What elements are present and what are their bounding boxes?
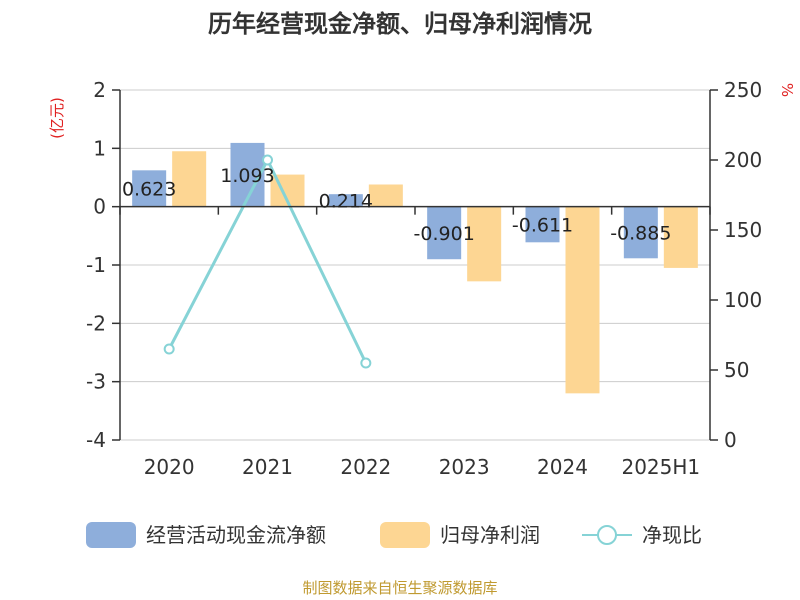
x-axis-tick-label: 2023 <box>439 455 490 479</box>
x-axis-tick-label: 2021 <box>242 455 293 479</box>
data-label-cash-flow: -0.901 <box>414 223 475 245</box>
left-axis-unit: (亿元) <box>48 97 66 139</box>
x-axis-tick-label: 2025H1 <box>621 455 700 479</box>
left-axis-tick-label: -1 <box>86 253 106 277</box>
left-axis-tick-label: 2 <box>93 78 106 102</box>
axes: 2 1 0 -1 -2 -3 -4 250 200 150 100 50 0 2020 2021 2022 20… <box>86 78 762 479</box>
legend-label-cash-flow: 经营活动现金流净额 <box>146 523 326 547</box>
data-labels: 0.623 1.093 0.214 -0.901 -0.611 -0.885 <box>122 165 671 245</box>
legend-swatch-cash-flow <box>86 522 136 548</box>
x-axis-tick-label: 2020 <box>144 455 195 479</box>
legend-label-net-profit: 归母净利润 <box>440 523 540 547</box>
right-axis-unit: % <box>778 83 796 97</box>
right-axis-tick-label: 100 <box>724 288 762 312</box>
right-axis-tick-label: 50 <box>724 358 749 382</box>
bar-cash-flow <box>328 194 363 207</box>
left-axis-tick-label: -4 <box>86 428 106 452</box>
data-label-cash-flow: 0.623 <box>122 178 176 200</box>
chart-title: 历年经营现金净额、归母净利润情况 <box>208 10 592 38</box>
point-ratio <box>163 343 175 355</box>
bar-net-profit <box>368 184 403 207</box>
bar-net-profit <box>663 206 698 268</box>
bar-cash-flow <box>525 206 560 243</box>
right-axis-tick-label: 250 <box>724 78 762 102</box>
data-label-cash-flow: 1.093 <box>220 165 274 187</box>
left-axis-tick-label: 0 <box>93 195 106 219</box>
legend-swatch-net-profit <box>380 522 430 548</box>
left-axis-tick-label: 1 <box>93 136 106 160</box>
point-ratio <box>360 357 372 369</box>
legend: 经营活动现金流净额 归母净利润 净现比 <box>86 522 702 548</box>
bar-cash-flow <box>623 206 658 259</box>
data-label-cash-flow: -0.885 <box>610 222 671 244</box>
x-axis-tick-label: 2024 <box>537 455 588 479</box>
source-note: 制图数据来自恒生聚源数据库 <box>302 579 497 597</box>
line-series <box>163 154 372 369</box>
left-axis-tick-label: -2 <box>86 311 106 335</box>
bar-cash-flow <box>132 170 167 207</box>
bars <box>132 142 698 394</box>
bar-cash-flow <box>427 206 462 260</box>
bar-net-profit <box>467 206 502 282</box>
x-axis-tick-label: 2022 <box>340 455 391 479</box>
gridlines <box>120 89 710 441</box>
left-axis-tick-label: -3 <box>86 370 106 394</box>
right-axis-tick-label: 0 <box>724 428 737 452</box>
bar-net-profit <box>172 151 207 207</box>
right-axis-tick-label: 150 <box>724 218 762 242</box>
bar-net-profit <box>565 206 600 394</box>
right-axis-tick-label: 200 <box>724 148 762 172</box>
legend-marker-ratio <box>597 525 617 545</box>
point-ratio <box>262 154 273 166</box>
data-label-cash-flow: -0.611 <box>512 214 573 236</box>
data-label-cash-flow: 0.214 <box>319 190 373 212</box>
legend-label-ratio: 净现比 <box>642 523 702 547</box>
